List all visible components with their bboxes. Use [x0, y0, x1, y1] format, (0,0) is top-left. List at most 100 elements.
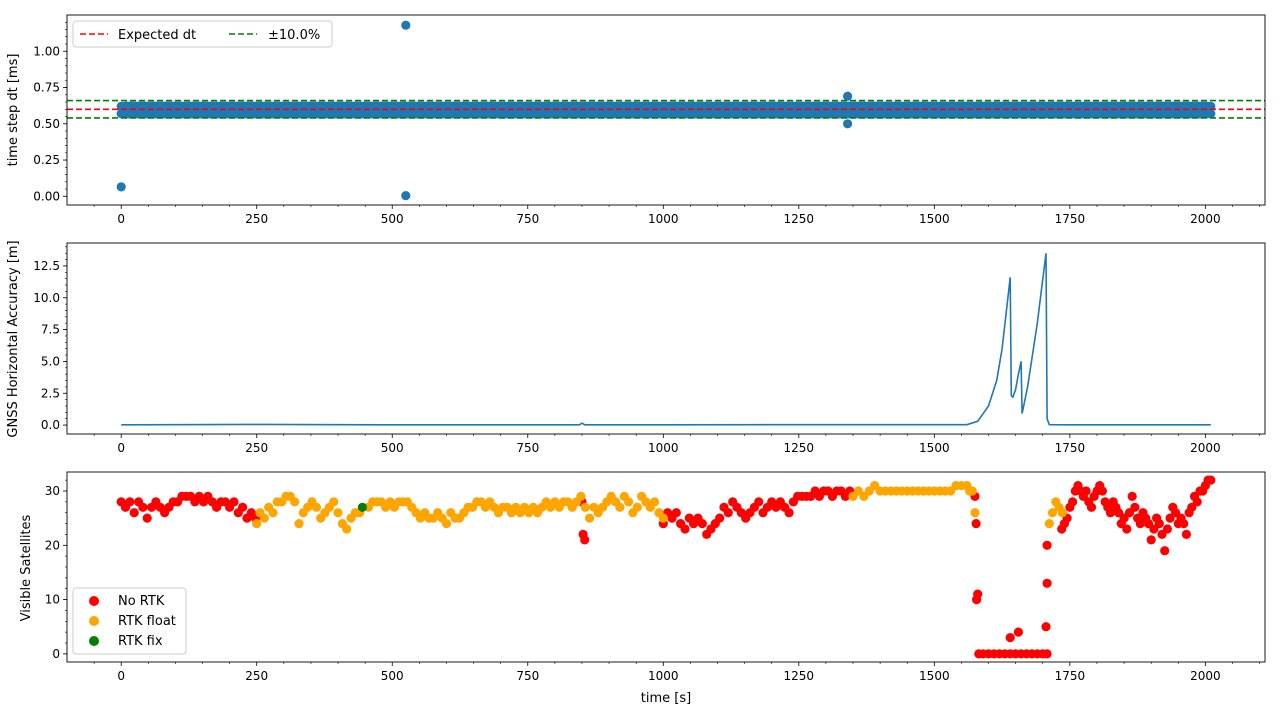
plot-area-3: 0 250 500 750 1000 1250 1500 1750 2000 0 10 20 30	[45, 471, 1266, 683]
x-tick-label: 2000	[1190, 669, 1221, 683]
data-point-rtk-float	[268, 508, 278, 518]
data-point-rtk-float	[1047, 508, 1058, 518]
data-point-no-rtk	[973, 589, 983, 599]
data-point-rtk-float	[294, 519, 304, 529]
data-point-no-rtk	[125, 497, 135, 507]
x-tick-label: 1000	[648, 441, 679, 455]
legend-3-label-rtk-fix: RTK fix	[118, 634, 163, 649]
y-tick-label: 0	[52, 647, 60, 661]
plot-area-2: 0 250 500 750 1000 1250 1500 1750 2000 0.0 2.5 5.0 7…	[33, 242, 1266, 455]
y-tick-label: 7.5	[41, 323, 60, 337]
x-tick-label: 1000	[648, 212, 679, 226]
x-axis-label: time [s]	[641, 691, 691, 706]
data-point-rtk-float	[658, 513, 668, 523]
data-point-rtk-float	[650, 497, 660, 507]
x-tick-label: 1750	[1055, 212, 1086, 226]
data-point-no-rtk	[580, 535, 590, 545]
y-tick-label: 12.5	[33, 259, 60, 273]
data-point-dt	[116, 109, 126, 119]
legend-3-marker-rtk-float	[89, 616, 99, 626]
data-point-no-rtk	[754, 497, 764, 507]
x-tick-label: 250	[245, 212, 268, 226]
data-point-no-rtk	[1154, 519, 1164, 529]
data-point-no-rtk	[1127, 491, 1137, 501]
plot-content-1	[67, 20, 1265, 201]
data-point-no-rtk	[1181, 529, 1191, 540]
data-point-no-rtk	[1081, 486, 1091, 496]
legend-1: Expected dt ±10.0%	[72, 20, 333, 48]
x-tick-label: 1500	[919, 441, 950, 455]
data-point-rtk-float	[632, 502, 642, 512]
legend-1-frame	[72, 20, 333, 48]
x-tick-label: 750	[516, 212, 539, 226]
x-tick-label: 1250	[784, 441, 815, 455]
data-point-no-rtk	[1068, 497, 1078, 507]
y-tick-label: 30	[45, 484, 60, 498]
data-point-rtk-float	[311, 502, 321, 512]
data-point-dt	[116, 182, 126, 192]
data-point-dt	[401, 20, 411, 30]
y-tick-label: 20	[45, 538, 60, 552]
data-point-rtk-float	[576, 491, 586, 501]
data-point-no-rtk	[680, 524, 690, 534]
data-point-dt	[843, 119, 853, 129]
x-tick-label: 250	[245, 441, 268, 455]
y-tick-label: 10.0	[33, 291, 60, 305]
x-tick-label: 1500	[919, 212, 950, 226]
y-tick-label: 0.0	[41, 418, 60, 432]
data-point-dt	[401, 191, 411, 201]
data-point-rtk-float	[624, 497, 634, 507]
x-tick-label: 1750	[1055, 441, 1086, 455]
data-point-no-rtk	[1179, 519, 1189, 529]
legend-3-marker-rtk-fix	[89, 636, 99, 646]
x-tick-label: 0	[117, 441, 125, 455]
data-point-no-rtk	[229, 497, 239, 507]
panel-visible-satellites: 0 250 500 750 1000 1250 1500 1750 2000 0 10 20 30 Vi…	[19, 471, 1266, 706]
data-point-no-rtk	[1042, 578, 1052, 588]
data-point-rtk-float	[580, 502, 590, 512]
data-point-no-rtk	[1130, 502, 1140, 512]
plot-content-3	[116, 475, 1216, 659]
data-point-rtk-float	[259, 513, 269, 523]
data-point-no-rtk	[1005, 633, 1015, 643]
x-tick-label: 0	[117, 669, 125, 683]
y-tick-label: 1.00	[33, 44, 60, 58]
legend-3-frame	[72, 587, 187, 655]
data-point-rtk-float	[441, 519, 452, 529]
data-point-rtk-fix	[357, 502, 367, 512]
x-tick-label: 0	[117, 212, 125, 226]
y-tick-label: 10	[45, 593, 60, 607]
x-tick-label: 250	[245, 669, 268, 683]
x-tick-label: 1000	[648, 669, 679, 683]
x-tick-label: 500	[381, 212, 404, 226]
data-point-rtk-float	[1044, 519, 1054, 529]
data-point-dt	[843, 91, 853, 101]
axes-frame-1	[66, 14, 1266, 206]
data-point-no-rtk	[723, 508, 733, 518]
data-point-rtk-float	[970, 508, 980, 518]
data-point-rtk-float	[585, 513, 595, 523]
legend-3-label-no-rtk: No RTK	[118, 594, 165, 609]
y-axis-label-3: Visible Satellites	[19, 514, 34, 621]
data-point-no-rtk	[1086, 502, 1097, 512]
x-tick-label: 2000	[1190, 441, 1221, 455]
y-tick-label: 0.75	[33, 81, 60, 95]
x-tick-label: 1750	[1055, 669, 1086, 683]
legend-3-label-rtk-float: RTK float	[118, 614, 176, 629]
data-point-no-rtk	[1192, 497, 1202, 507]
data-point-rtk-float	[342, 524, 352, 534]
legend-1-label-expected: Expected dt	[118, 28, 196, 43]
data-point-no-rtk	[1013, 627, 1024, 637]
data-point-no-rtk	[142, 513, 152, 523]
y-axis-label-2: GNSS Horizontal Accuracy [m]	[6, 240, 21, 437]
panel-gnss-accuracy: 0 250 500 750 1000 1250 1500 1750 2000 0.0 2.5 5.0 7…	[6, 240, 1266, 455]
data-point-no-rtk	[1042, 540, 1052, 550]
x-tick-label: 750	[516, 441, 539, 455]
data-point-no-rtk	[1146, 535, 1156, 545]
x-tick-label: 500	[381, 669, 404, 683]
data-point-no-rtk	[715, 513, 725, 523]
x-tick-label: 500	[381, 441, 404, 455]
data-point-no-rtk	[129, 508, 139, 518]
data-point-rtk-float	[333, 508, 343, 518]
data-point-no-rtk	[1206, 475, 1216, 485]
